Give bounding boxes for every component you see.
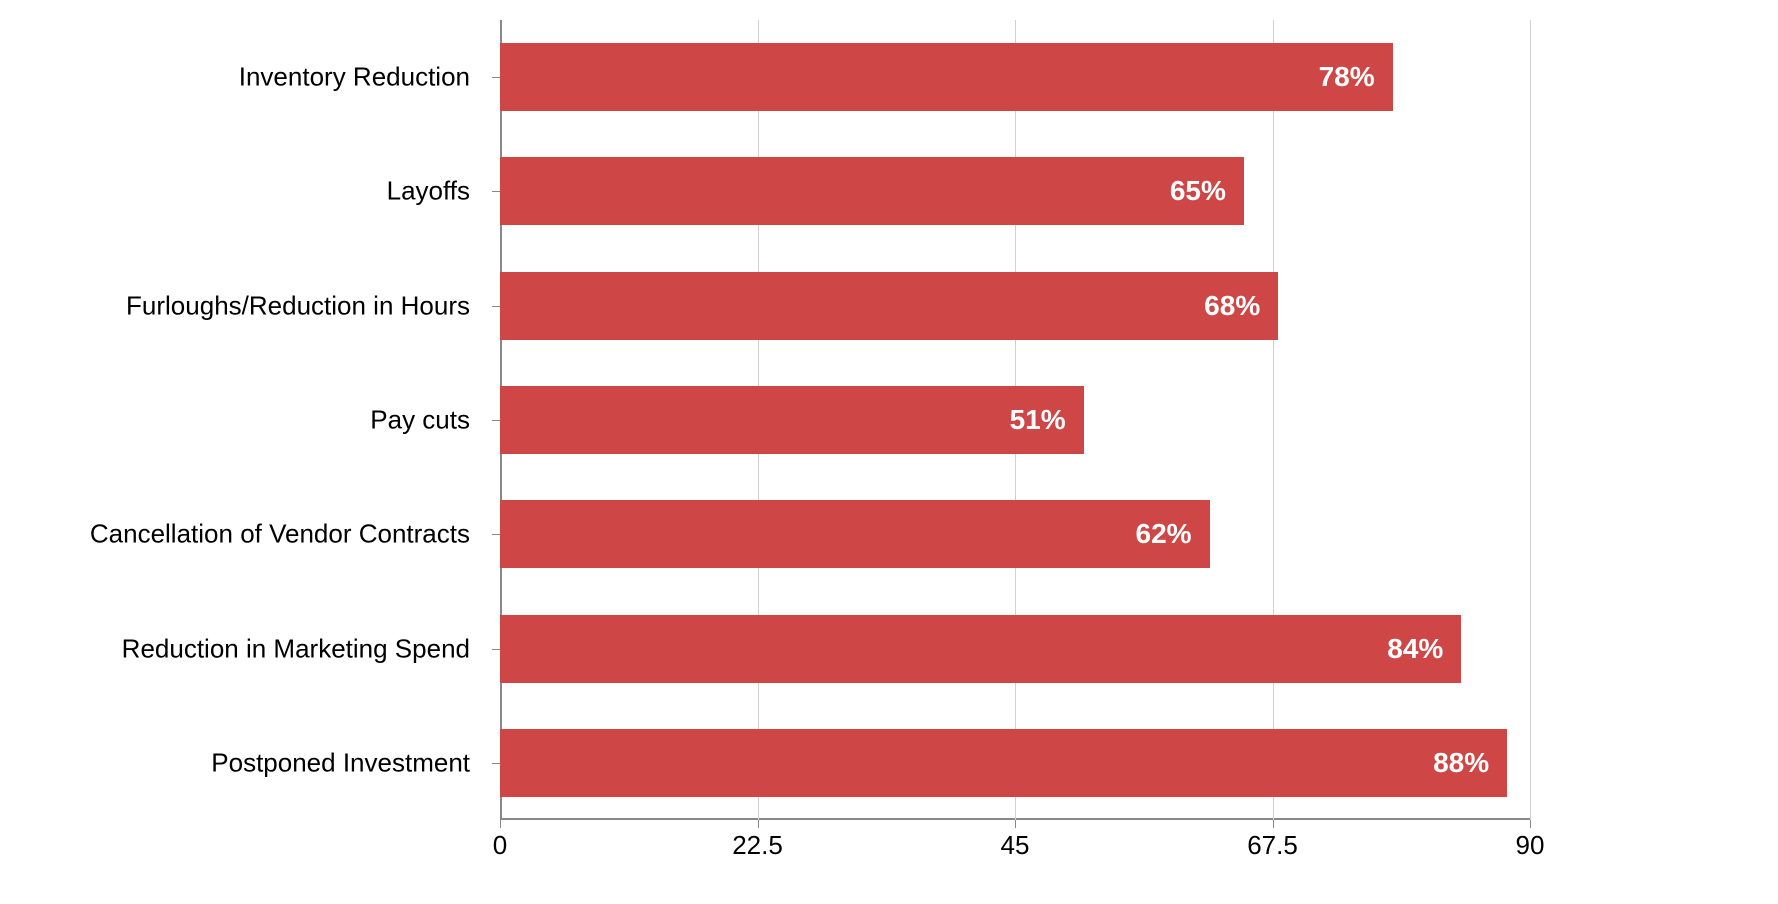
x-tick-label: 67.5 [1247,830,1298,861]
x-tick-label: 45 [1001,830,1030,861]
gridline [1273,20,1274,820]
bar-value-label: 84% [1387,633,1443,665]
chart-container: Inventory Reduction Layoffs Furloughs/Redu… [0,20,1778,880]
x-tick [758,820,759,828]
bar: 84% [500,615,1461,683]
bar-value-label: 62% [1136,518,1192,550]
y-tick [492,534,500,535]
category-label: Pay cuts [370,405,470,436]
category-label: Inventory Reduction [239,62,470,93]
x-axis-labels: 022.54567.590 [500,830,1530,870]
bar: 88% [500,729,1507,797]
x-tick-label: 0 [493,830,507,861]
category-label: Reduction in Marketing Spend [122,633,470,664]
bar-value-label: 68% [1204,290,1260,322]
gridline [1530,20,1531,820]
y-tick [492,763,500,764]
category-label: Postponed Investment [211,747,470,778]
category-label: Cancellation of Vendor Contracts [90,519,470,550]
y-axis-labels: Inventory Reduction Layoffs Furloughs/Redu… [0,20,490,820]
bar: 51% [500,386,1084,454]
y-tick [492,77,500,78]
plot-area: 78% 65% 68% 51% 62% 84% 88% [500,20,1530,820]
category-label: Furloughs/Reduction in Hours [126,290,470,321]
bar-value-label: 88% [1433,747,1489,779]
bar-value-label: 51% [1010,404,1066,436]
category-label: Layoffs [387,176,470,207]
x-tick [1015,820,1016,828]
bar-value-label: 65% [1170,175,1226,207]
x-tick [1273,820,1274,828]
bar: 62% [500,500,1210,568]
bar: 65% [500,157,1244,225]
y-tick [492,649,500,650]
x-tick [500,820,501,828]
bar-value-label: 78% [1319,61,1375,93]
bar: 68% [500,272,1278,340]
x-tick-label: 22.5 [732,830,783,861]
y-tick [492,306,500,307]
y-tick [492,191,500,192]
x-tick-label: 90 [1516,830,1545,861]
x-tick [1530,820,1531,828]
bar: 78% [500,43,1393,111]
y-tick [492,420,500,421]
